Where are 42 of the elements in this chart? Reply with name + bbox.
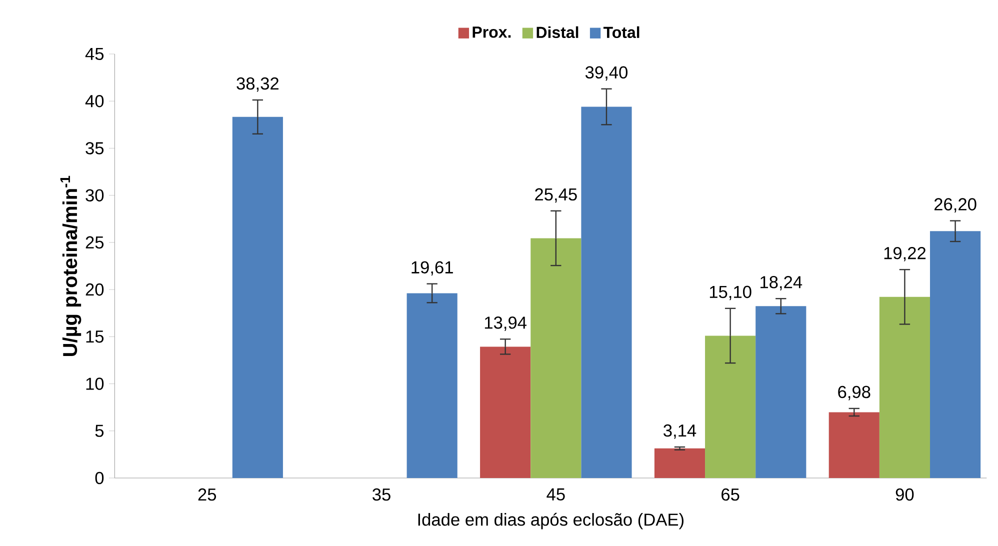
data-label: 3,14 bbox=[664, 424, 696, 439]
bar bbox=[705, 336, 756, 478]
bar bbox=[530, 238, 582, 478]
x-tick-label: 25 bbox=[198, 488, 216, 501]
y-tick-label: 20 bbox=[86, 283, 104, 296]
bar bbox=[654, 448, 706, 478]
data-label: 19,61 bbox=[412, 261, 453, 276]
data-label: 38,32 bbox=[236, 77, 278, 92]
bar bbox=[756, 306, 806, 478]
legend-label: Distal bbox=[536, 26, 578, 38]
bar bbox=[879, 296, 930, 478]
x-axis-title: Idade em dias após eclosão (DAE) bbox=[418, 512, 684, 530]
bar bbox=[480, 346, 531, 478]
data-label: 26,20 bbox=[934, 198, 976, 213]
y-tick-label: 10 bbox=[86, 378, 104, 390]
y-tick-label: 35 bbox=[86, 142, 104, 154]
y-tick-label: 5 bbox=[95, 424, 104, 437]
x-tick-label: 90 bbox=[896, 488, 914, 501]
legend-label: Prox. bbox=[472, 26, 511, 38]
y-tick-label: 0 bbox=[95, 472, 104, 484]
x-tick-label: 35 bbox=[372, 488, 390, 501]
x-tick-label: 65 bbox=[722, 488, 740, 501]
x-tick-label: 45 bbox=[546, 488, 565, 500]
y-axis-title: U/µg proteina/min$^{-1}$ bbox=[60, 176, 82, 356]
y-tick-label: 40 bbox=[85, 94, 104, 108]
bar bbox=[232, 116, 283, 478]
data-label: 13,94 bbox=[484, 316, 527, 331]
bar bbox=[828, 412, 880, 478]
bar bbox=[406, 293, 458, 478]
y-tick-label: 45 bbox=[85, 48, 104, 60]
data-label: 39,40 bbox=[585, 66, 628, 81]
legend-label: Total bbox=[603, 26, 640, 38]
data-label: 15,10 bbox=[710, 286, 752, 300]
bar bbox=[581, 106, 632, 478]
data-label: 6,98 bbox=[838, 386, 870, 400]
data-label: 25,45 bbox=[535, 188, 577, 203]
y-tick-label: 15 bbox=[86, 330, 104, 343]
y-tick-label: 25 bbox=[86, 236, 104, 249]
bar bbox=[930, 231, 981, 478]
data-label: 19,22 bbox=[884, 246, 926, 262]
y-tick-label: 30 bbox=[86, 189, 104, 202]
data-label: 18,24 bbox=[760, 276, 802, 290]
